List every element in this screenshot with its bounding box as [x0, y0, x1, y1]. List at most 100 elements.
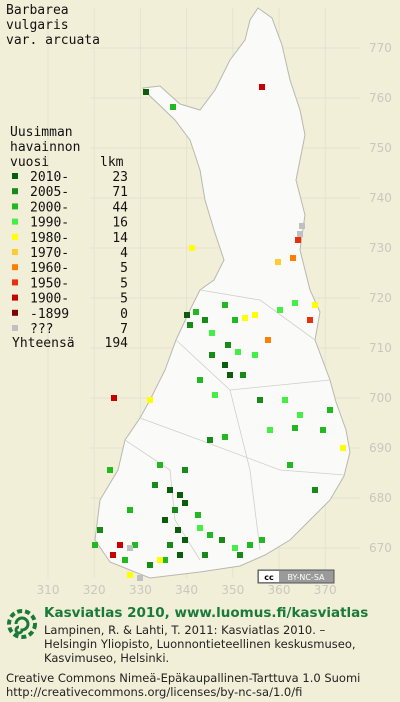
legend-swatch [12, 264, 18, 271]
occurrence [312, 302, 318, 308]
occurrence [292, 425, 298, 431]
legend-heading: Uusimman [10, 125, 73, 140]
occurrence [127, 545, 133, 551]
occurrence [147, 562, 153, 568]
legend-swatch [12, 309, 18, 316]
legend-count: 4 [120, 246, 128, 261]
occurrence [182, 467, 188, 473]
occurrence [287, 462, 293, 468]
legend-count: 16 [112, 216, 128, 231]
legend-label: 1990- [30, 216, 69, 231]
occurrence [222, 434, 228, 440]
occurrence [299, 223, 305, 229]
occurrence [162, 557, 168, 563]
occurrence [235, 349, 241, 355]
badge-text: BY-NC-SA [287, 573, 325, 582]
occurrence [137, 575, 143, 581]
species-title: vulgaris [6, 18, 69, 33]
legend-swatch [12, 218, 18, 225]
legend-label: ??? [30, 322, 53, 337]
legend-count: 44 [112, 200, 128, 215]
citation: Kasvimuseo, Helsinki. [44, 651, 169, 665]
legend-swatch [12, 233, 18, 240]
easting-label: 350 [221, 583, 244, 597]
occurrence [107, 467, 113, 473]
occurrence [227, 372, 233, 378]
occurrence [157, 557, 163, 563]
legend-count: 14 [112, 231, 128, 246]
legend-swatch [12, 249, 18, 255]
legend-swatch [12, 173, 18, 179]
occurrence [267, 427, 273, 433]
legend-label: 2000- [30, 200, 69, 215]
occurrence [143, 89, 149, 95]
legend: Uusimman havainnon vuosi lkm Yhteensä 19… [10, 125, 128, 351]
occurrence [127, 572, 133, 578]
northing-label: 770 [369, 41, 392, 55]
legend-count: 23 [112, 170, 128, 185]
occurrence [132, 542, 138, 548]
legend-swatch [12, 203, 18, 210]
occurrence [222, 302, 228, 308]
occurrence [259, 537, 265, 543]
occurrence [127, 507, 133, 513]
occurrence [265, 337, 271, 343]
species-title: Barbarea [6, 3, 69, 18]
occurrence [177, 552, 183, 558]
species-title: var. arcuata [6, 33, 100, 48]
legend-total: 194 [105, 336, 129, 351]
occurrence [307, 317, 313, 323]
occurrence [187, 322, 193, 328]
legend-swatch [12, 325, 18, 331]
occurrence [207, 532, 213, 538]
occurrence [122, 557, 128, 563]
northing-label: 700 [369, 391, 392, 405]
occurrence [297, 231, 303, 237]
occurrence [184, 312, 190, 318]
legend-label: 2005- [30, 185, 69, 200]
occurrence [172, 507, 178, 513]
legend-total-label: Yhteensä [12, 336, 75, 351]
occurrence [290, 255, 296, 261]
occurrence [193, 309, 199, 315]
occurrence [252, 352, 258, 358]
occurrence [111, 395, 117, 401]
logo [7, 609, 37, 639]
legend-label: 1960- [30, 261, 69, 276]
legend-label: 1970- [30, 246, 69, 261]
legend-label: 1980- [30, 231, 69, 246]
legend-heading: havainnon [10, 140, 80, 155]
occurrence [327, 407, 333, 413]
northing-label: 740 [369, 191, 392, 205]
occurrence [195, 512, 201, 518]
northing-label: 680 [369, 491, 392, 505]
easting-label: 310 [37, 583, 60, 597]
occurrence [177, 492, 183, 498]
occurrence [222, 362, 228, 368]
northing-label: 750 [369, 141, 392, 155]
legend-count: 7 [120, 322, 128, 337]
occurrence [182, 500, 188, 506]
occurrence [247, 542, 253, 548]
occurrence [175, 527, 181, 533]
legend-count: 5 [120, 276, 128, 291]
occurrence [147, 397, 153, 403]
northing-label: 720 [369, 291, 392, 305]
occurrence [92, 542, 98, 548]
legend-label: 2010- [30, 170, 69, 185]
citation: Helsingin Yliopisto, Luonnontieteellinen… [44, 637, 356, 651]
occurrence [97, 527, 103, 533]
easting-label: 360 [268, 583, 291, 597]
occurrence [340, 445, 346, 451]
footer-heading: Kasviatlas 2010, www.luomus.fi/kasviatla… [44, 605, 368, 621]
occurrence [167, 487, 173, 493]
legend-label: 1950- [30, 276, 69, 291]
occurrence [275, 259, 281, 265]
occurrence [209, 352, 215, 358]
occurrence [320, 427, 326, 433]
occurrence [232, 317, 238, 323]
occurrence [182, 537, 188, 543]
occurrence [207, 437, 213, 443]
